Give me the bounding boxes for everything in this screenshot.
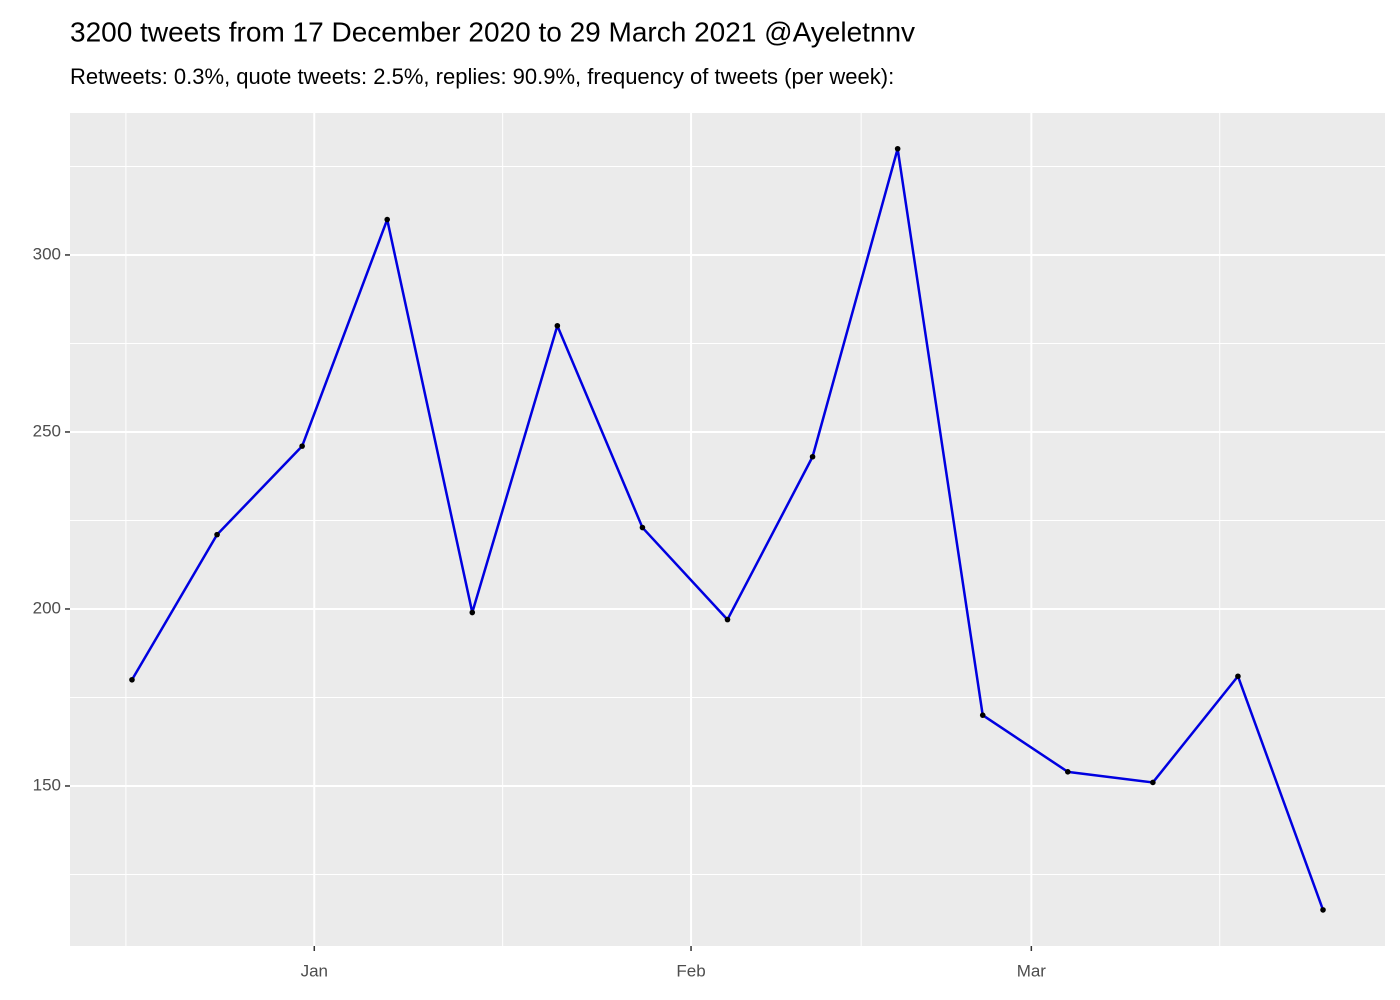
data-point (979, 712, 986, 718)
y-tick-label: 250 (33, 421, 61, 440)
data-point (214, 531, 220, 538)
x-tick-label: Mar (1017, 961, 1047, 980)
data-point (1235, 673, 1241, 680)
data-point (894, 145, 901, 152)
x-tick-label: Feb (676, 961, 705, 980)
y-tick-label: 150 (33, 775, 61, 794)
data-point (809, 453, 816, 460)
data-point (639, 524, 646, 531)
data-point (129, 676, 135, 683)
plot-panel (70, 113, 1385, 946)
y-tick-label: 200 (33, 598, 61, 617)
data-point (724, 616, 731, 623)
chart-title: 3200 tweets from 17 December 2020 to 29 … (70, 16, 915, 47)
data-point (554, 322, 561, 329)
y-tick-label: 300 (33, 244, 61, 263)
data-point (299, 443, 305, 449)
data-point (1320, 907, 1326, 913)
data-point (469, 609, 476, 616)
chart-subtitle: Retweets: 0.3%, quote tweets: 2.5%, repl… (70, 64, 894, 89)
data-point (1064, 769, 1071, 775)
data-point (384, 216, 391, 223)
x-tick-label: Jan (301, 961, 328, 980)
data-point (1150, 779, 1156, 786)
